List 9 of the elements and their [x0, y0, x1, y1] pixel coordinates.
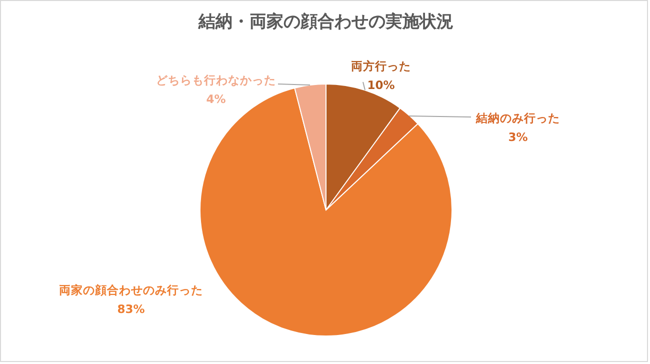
data-label: 4%	[206, 92, 226, 106]
slice-label: 結納のみ行った	[475, 111, 560, 125]
data-label: 10%	[367, 78, 396, 92]
slice-label: 両方行った	[351, 59, 411, 73]
data-label: 83%	[117, 302, 146, 316]
slice-label: どちらも行わなかった	[156, 73, 276, 87]
data-label: 3%	[508, 130, 528, 144]
chart-title: 結納・両家の顔合わせの実施状況	[198, 12, 454, 32]
slice-label: 両家の顔合わせのみ行った	[59, 283, 203, 297]
